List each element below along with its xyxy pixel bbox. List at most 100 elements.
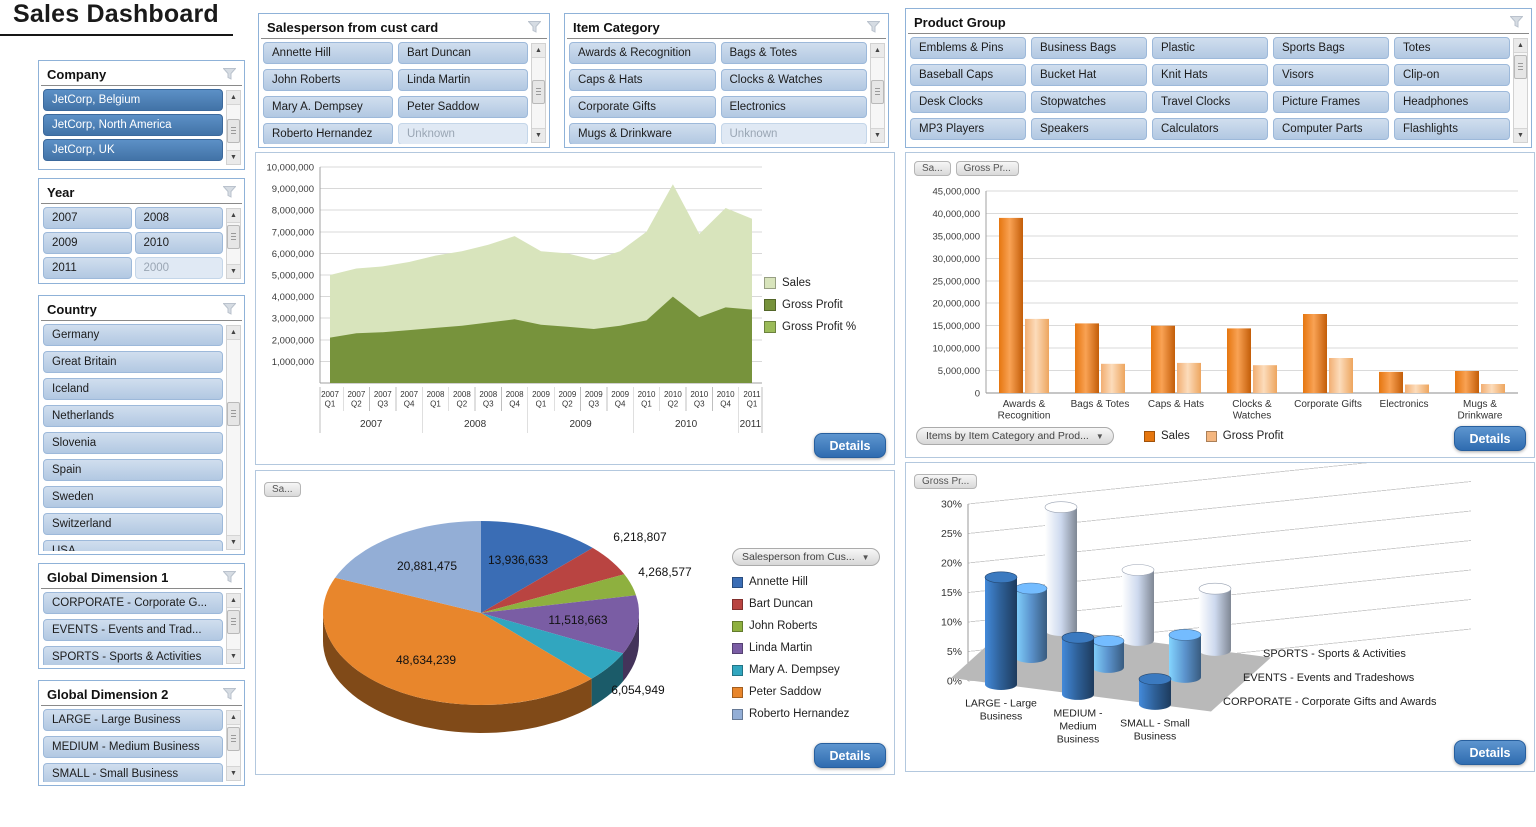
slicer-item[interactable]: Bags & Totes: [720, 42, 867, 64]
scroll-thumb[interactable]: [227, 119, 240, 144]
scroll-down-icon[interactable]: ▼: [227, 649, 240, 663]
scroll-thumb[interactable]: [227, 727, 240, 751]
slicer-item[interactable]: Iceland: [43, 378, 223, 400]
slicer-item[interactable]: MEDIUM - Medium Business: [43, 736, 223, 758]
slicer-item[interactable]: 2007: [43, 207, 132, 229]
slicer-item[interactable]: Sports Bags: [1273, 37, 1389, 59]
slicer-item[interactable]: Travel Clocks: [1152, 91, 1268, 113]
slicer-item[interactable]: Slovenia: [43, 432, 223, 454]
global-dimension-1-scrollbar[interactable]: ▲ ▼: [226, 593, 241, 664]
scroll-down-icon[interactable]: ▼: [227, 264, 240, 278]
slicer-item[interactable]: Flashlights: [1394, 118, 1510, 140]
slicer-item[interactable]: CORPORATE - Corporate G...: [43, 592, 223, 614]
slicer-item[interactable]: Headphones: [1394, 91, 1510, 113]
slicer-item[interactable]: JetCorp, Belgium: [43, 89, 223, 111]
slicer-item[interactable]: Netherlands: [43, 405, 223, 427]
scroll-up-icon[interactable]: ▲: [871, 44, 884, 58]
clear-filter-icon[interactable]: [1510, 16, 1523, 28]
details-button[interactable]: Details: [1454, 740, 1526, 765]
scroll-up-icon[interactable]: ▲: [227, 91, 240, 105]
slicer-item[interactable]: Peter Saddow: [398, 96, 528, 118]
slicer-item[interactable]: Emblems & Pins: [910, 37, 1026, 59]
clear-filter-icon[interactable]: [528, 21, 541, 33]
country-scrollbar[interactable]: ▲ ▼: [226, 325, 241, 550]
scroll-down-icon[interactable]: ▼: [227, 150, 240, 164]
chart-dimension-dropdown[interactable]: Items by Item Category and Prod... ▼: [916, 427, 1114, 445]
slicer-item[interactable]: 2010: [134, 232, 223, 254]
slicer-item[interactable]: John Roberts: [263, 69, 393, 91]
slicer-item[interactable]: Caps & Hats: [569, 69, 716, 91]
clear-filter-icon[interactable]: [223, 571, 236, 583]
scroll-down-icon[interactable]: ▼: [227, 535, 240, 549]
slicer-item[interactable]: 2009: [43, 232, 132, 254]
details-button[interactable]: Details: [814, 433, 886, 458]
slicer-item[interactable]: Bucket Hat: [1031, 64, 1147, 86]
slicer-item[interactable]: 2008: [134, 207, 223, 229]
slicer-item[interactable]: Clip-on: [1394, 64, 1510, 86]
slicer-item[interactable]: Roberto Hernandez: [263, 123, 393, 144]
scroll-down-icon[interactable]: ▼: [1514, 128, 1527, 142]
slicer-item[interactable]: Mary A. Dempsey: [263, 96, 393, 118]
clear-filter-icon[interactable]: [223, 688, 236, 700]
slicer-item[interactable]: SPORTS - Sports & Activities: [43, 646, 223, 665]
slicer-item[interactable]: Totes: [1394, 37, 1510, 59]
slicer-item[interactable]: Switzerland: [43, 513, 223, 535]
scroll-down-icon[interactable]: ▼: [871, 128, 884, 142]
slicer-item[interactable]: Picture Frames: [1273, 91, 1389, 113]
collapsed-listbox-chip[interactable]: Gross Pr...: [955, 161, 1019, 176]
slicer-item[interactable]: Electronics: [720, 96, 867, 118]
salesperson-scrollbar[interactable]: ▲ ▼: [531, 43, 546, 143]
clear-filter-icon[interactable]: [223, 186, 236, 198]
slicer-item[interactable]: MP3 Players: [910, 118, 1026, 140]
slicer-item[interactable]: Business Bags: [1031, 37, 1147, 59]
slicer-item[interactable]: Great Britain: [43, 351, 223, 373]
slicer-item[interactable]: Bart Duncan: [398, 42, 528, 64]
slicer-item[interactable]: Unknown: [720, 123, 867, 144]
slicer-item[interactable]: 2011: [43, 257, 132, 279]
slicer-item[interactable]: Knit Hats: [1152, 64, 1268, 86]
slicer-item[interactable]: Annette Hill: [263, 42, 393, 64]
slicer-item[interactable]: 2000: [134, 257, 223, 279]
scroll-thumb[interactable]: [532, 80, 545, 105]
slicer-item[interactable]: Germany: [43, 324, 223, 346]
slicer-item[interactable]: JetCorp, North America: [43, 114, 223, 136]
slicer-item[interactable]: Corporate Gifts: [569, 96, 716, 118]
slicer-item[interactable]: Plastic: [1152, 37, 1268, 59]
scroll-up-icon[interactable]: ▲: [227, 209, 240, 223]
details-button[interactable]: Details: [1454, 426, 1526, 451]
scroll-thumb[interactable]: [871, 80, 884, 105]
slicer-item[interactable]: Computer Parts: [1273, 118, 1389, 140]
scroll-up-icon[interactable]: ▲: [227, 711, 240, 725]
slicer-item[interactable]: Awards & Recognition: [569, 42, 716, 64]
clear-filter-icon[interactable]: [223, 303, 236, 315]
slicer-item[interactable]: Calculators: [1152, 118, 1268, 140]
slicer-item[interactable]: Stopwatches: [1031, 91, 1147, 113]
slicer-item[interactable]: Desk Clocks: [910, 91, 1026, 113]
slicer-item[interactable]: USA: [43, 540, 223, 551]
slicer-item[interactable]: SMALL - Small Business: [43, 763, 223, 782]
collapsed-listbox-chip[interactable]: Gross Pr...: [914, 474, 978, 489]
global-dimension-2-scrollbar[interactable]: ▲ ▼: [226, 710, 241, 781]
scroll-up-icon[interactable]: ▲: [532, 44, 545, 58]
slicer-item[interactable]: Spain: [43, 459, 223, 481]
slicer-item[interactable]: Speakers: [1031, 118, 1147, 140]
details-button[interactable]: Details: [814, 743, 886, 768]
slicer-item[interactable]: Mugs & Drinkware: [569, 123, 716, 144]
scroll-thumb[interactable]: [1514, 55, 1527, 79]
scroll-thumb[interactable]: [227, 610, 240, 634]
slicer-item[interactable]: Baseball Caps: [910, 64, 1026, 86]
slicer-item[interactable]: Unknown: [398, 123, 528, 144]
slicer-item[interactable]: EVENTS - Events and Trad...: [43, 619, 223, 641]
scroll-up-icon[interactable]: ▲: [227, 594, 240, 608]
pie-dimension-dropdown[interactable]: Salesperson from Cus... ▼: [732, 548, 880, 566]
product-group-scrollbar[interactable]: ▲ ▼: [1513, 38, 1528, 143]
slicer-item[interactable]: Clocks & Watches: [720, 69, 867, 91]
item-category-scrollbar[interactable]: ▲ ▼: [870, 43, 885, 143]
scroll-down-icon[interactable]: ▼: [532, 128, 545, 142]
company-scrollbar[interactable]: ▲ ▼: [226, 90, 241, 165]
scroll-thumb[interactable]: [227, 402, 240, 427]
clear-filter-icon[interactable]: [867, 21, 880, 33]
year-scrollbar[interactable]: ▲ ▼: [226, 208, 241, 279]
slicer-item[interactable]: JetCorp, UK: [43, 139, 223, 161]
slicer-item[interactable]: Linda Martin: [398, 69, 528, 91]
